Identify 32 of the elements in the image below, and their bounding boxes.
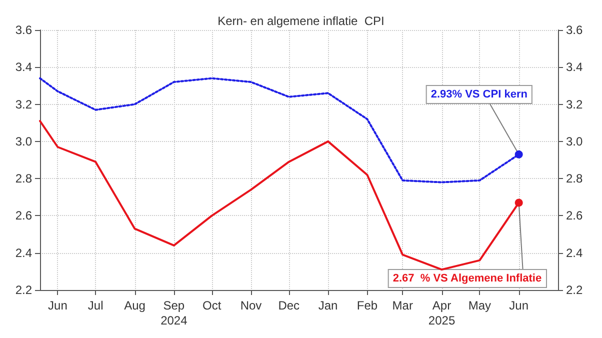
x-tick-label: Jun — [509, 298, 529, 312]
y-tick-label: 2.4 — [15, 246, 32, 260]
x-tick-label: Apr 2025 — [428, 298, 456, 328]
y-tick-label: 3.0 — [15, 134, 32, 148]
annotation: 2.93% VS CPI kern — [430, 88, 528, 100]
y2-tick-label: 2.2 — [566, 283, 584, 297]
y-tick-label: 3.6 — [15, 23, 32, 37]
x-tick-label: Sep 2024 — [160, 298, 188, 328]
y2-tick-label: 3.0 — [566, 134, 584, 148]
y-tick-label: 3.4 — [15, 60, 32, 74]
x-tick-label: Oct — [202, 298, 222, 312]
y2-tick-label: 3.6 — [566, 23, 584, 37]
y2-tick-label: 2.8 — [566, 172, 584, 186]
x-tick-label: Aug — [124, 298, 146, 312]
x-tick-label: Dec — [278, 298, 300, 312]
y-tick-label: 2.6 — [15, 208, 32, 223]
y2-tick-label: 3.2 — [566, 97, 584, 112]
x-tick-label: Jan — [318, 298, 338, 312]
y2-tick-label: 2.6 — [566, 208, 584, 223]
x-tick-label: Mar — [392, 298, 413, 312]
y-tick-label: 2.8 — [15, 172, 32, 186]
y-tick-label: 2.2 — [15, 283, 32, 297]
chart-title: Kern- en algemene inflatie CPI — [218, 14, 384, 28]
x-tick-label: Jun — [48, 298, 68, 312]
annotation: 2.67 % VS Algemene Inflatie — [392, 272, 542, 284]
y2-tick-label: 3.4 — [566, 60, 584, 74]
x-tick-label: Jul — [88, 298, 104, 312]
y2-tick-label: 2.4 — [566, 246, 584, 260]
x-tick-label: May — [468, 298, 492, 312]
x-tick-label: Feb — [356, 298, 378, 312]
x-tick-label: Nov — [240, 298, 262, 312]
y-tick-label: 3.2 — [15, 97, 32, 112]
